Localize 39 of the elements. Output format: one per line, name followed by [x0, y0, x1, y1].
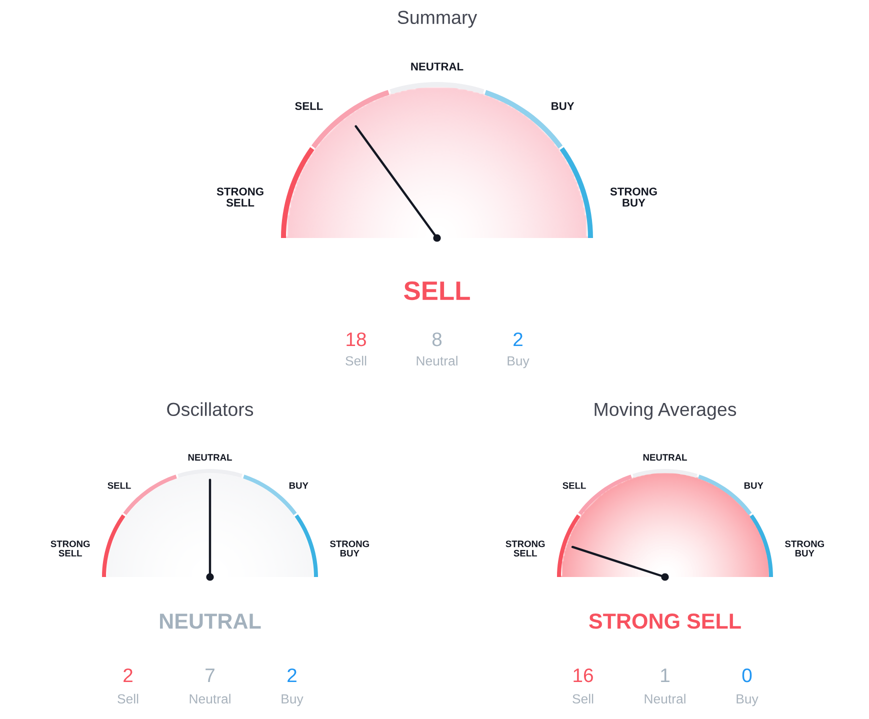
text: 7 — [206, 668, 214, 682]
text: 2 — [288, 668, 296, 682]
text: 1 — [661, 668, 670, 682]
text: 2 — [124, 668, 132, 682]
chart-title: Oscillators — [167, 402, 254, 416]
text: 0 — [742, 668, 752, 682]
slice-label: BUY — [744, 482, 764, 489]
chart-title: Moving Averages — [594, 402, 736, 420]
slice-label: SELL — [108, 482, 131, 489]
text: 16 — [574, 668, 593, 682]
text: Neutral — [190, 694, 230, 704]
text: 8 — [432, 332, 442, 346]
text: 2 — [514, 332, 522, 346]
slice-label: NEUTRAL — [643, 454, 687, 461]
slice-label: NEUTRAL — [188, 454, 232, 461]
slice-label: BUY — [289, 482, 308, 489]
text: 18 — [346, 332, 366, 346]
text: Sell — [118, 694, 138, 704]
text: Buy — [508, 356, 530, 368]
slice-label: SELL — [562, 482, 586, 489]
text: Neutral — [416, 356, 458, 366]
slice-label: STRONG SELL — [506, 540, 545, 557]
text: Sell — [572, 694, 594, 704]
slice-label: STRONG BUY — [785, 540, 824, 557]
slice-label: STRONG SELL — [216, 188, 264, 207]
slice-label: STRONG SELL — [50, 540, 90, 557]
slice-label: BUY — [552, 102, 574, 110]
slice-label: NEUTRAL — [411, 62, 464, 70]
text: Sell — [346, 356, 366, 366]
text: Buy — [282, 694, 304, 706]
slice-label: STRONG BUY — [330, 540, 369, 557]
slice-label: SELL — [295, 102, 323, 110]
text: Buy — [736, 694, 758, 706]
chart-title: Summary — [398, 10, 478, 28]
slice-label: STRONG BUY — [610, 188, 657, 207]
text: SELL — [404, 281, 470, 300]
text: STRONG SELL — [589, 614, 741, 629]
text: Neutral — [644, 694, 686, 704]
text: NEUTRAL — [160, 614, 261, 629]
